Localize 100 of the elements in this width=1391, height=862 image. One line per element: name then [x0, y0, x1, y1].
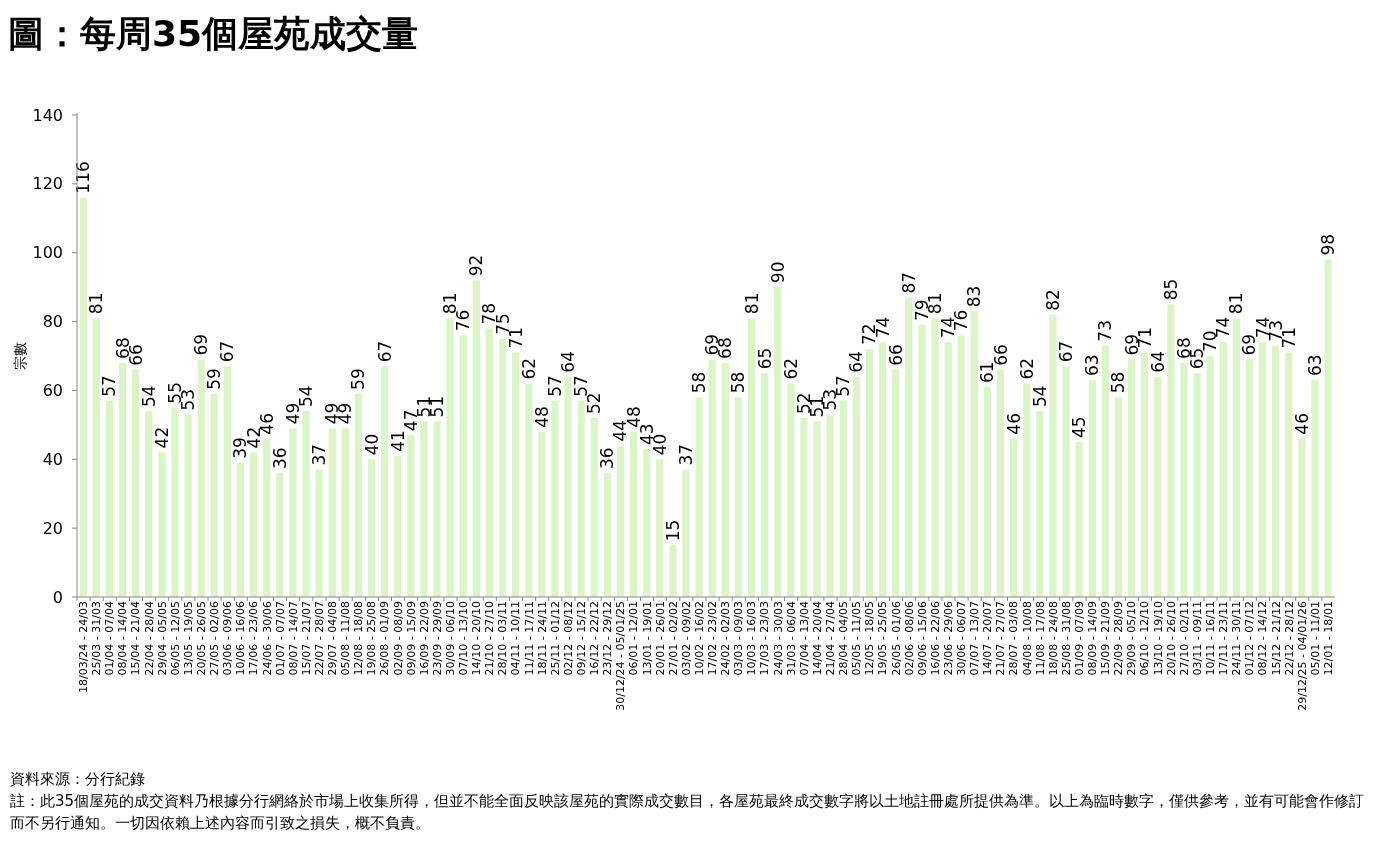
x-tick-label: 13/10 - 19/10	[1151, 601, 1165, 676]
bar	[1180, 362, 1188, 597]
data-label: 54	[138, 385, 159, 408]
bar	[1075, 442, 1083, 597]
bar	[931, 318, 939, 597]
x-tick-label: 09/12 - 15/12	[575, 601, 589, 676]
data-label: 73	[1095, 320, 1116, 342]
data-label: 67	[217, 340, 238, 363]
x-tick-label: 14/07 - 20/07	[981, 601, 995, 676]
bar	[1272, 345, 1280, 597]
bar	[1285, 352, 1293, 597]
x-tick-label: 24/03 - 30/03	[771, 601, 785, 676]
x-tick-label: 30/12/24 - 05/01/25	[614, 601, 628, 711]
bar	[1259, 342, 1267, 597]
x-tick-label: 28/10 - 03/11	[496, 601, 510, 676]
chart-title: 圖：每周35個屋苑成交量	[8, 12, 419, 56]
bar	[1114, 397, 1123, 597]
x-tick-label: 27/05 - 02/06	[208, 601, 222, 676]
x-tick-label: 26/05 - 01/06	[889, 601, 903, 676]
bar	[1206, 356, 1214, 597]
data-label: 54	[1029, 385, 1050, 408]
bar	[643, 448, 651, 597]
bar	[420, 421, 428, 597]
bar	[1010, 438, 1018, 597]
data-label: 57	[544, 375, 565, 397]
x-tick-label: 01/09 - 07/09	[1072, 601, 1086, 676]
x-tick-label: 04/11 - 10/11	[509, 601, 523, 676]
bar	[630, 431, 638, 597]
bar	[774, 287, 782, 597]
x-tick-label: 19/08 - 25/08	[365, 601, 379, 676]
x-tick-label: 18/11 - 24/11	[535, 601, 549, 676]
bar	[446, 318, 454, 597]
data-label: 66	[885, 344, 906, 366]
data-label: 116	[73, 161, 94, 194]
x-tick-label: 20/05 - 26/05	[194, 601, 208, 676]
x-tick-label: 16/06 - 22/06	[928, 601, 942, 676]
x-tick-label: 05/08 - 11/08	[339, 601, 353, 676]
x-tick-label: 16/09 - 22/09	[417, 601, 431, 676]
bar	[1088, 380, 1096, 597]
x-tick-label: 30/06 - 06/07	[955, 601, 969, 676]
x-tick-label: 22/04 - 28/04	[142, 601, 156, 676]
bar	[197, 359, 205, 597]
x-tick-label: 14/04 - 20/04	[810, 601, 824, 676]
bar	[564, 376, 572, 597]
bar	[1232, 318, 1240, 597]
x-tick-label: 10/11 - 16/11	[1204, 601, 1218, 676]
bar	[223, 366, 231, 597]
bar	[236, 462, 245, 597]
data-label: 59	[204, 368, 225, 390]
bar	[669, 545, 677, 597]
x-tick-label: 21/10 - 27/10	[483, 601, 497, 676]
x-tick-label: 12/01 - 18/01	[1321, 601, 1335, 676]
bar	[263, 438, 271, 597]
bar	[761, 373, 769, 597]
source-note: 資料來源：分行紀錄	[10, 769, 146, 790]
x-tick-label: 17/06 - 23/06	[247, 601, 261, 676]
y-tick-label: 120	[32, 174, 63, 194]
data-label: 67	[374, 340, 395, 363]
x-tick-label: 25/11 - 01/12	[548, 601, 562, 676]
data-label: 57	[99, 375, 120, 397]
bar	[734, 397, 743, 597]
x-tick-label: 05/01 - 11/01	[1308, 601, 1322, 676]
bar	[1101, 345, 1109, 597]
data-label: 62	[1016, 357, 1037, 380]
bar	[616, 445, 625, 597]
bar	[970, 311, 978, 597]
bar	[341, 428, 349, 597]
x-tick-label: 17/11 - 23/11	[1217, 601, 1231, 676]
bar	[433, 421, 441, 597]
x-tick-label: 08/09 - 14/09	[1086, 601, 1100, 676]
data-label: 58	[689, 371, 710, 394]
x-tick-label: 08/07 - 14/07	[286, 601, 300, 676]
bar	[210, 393, 218, 597]
x-tick-label: 24/06 - 30/06	[260, 601, 274, 676]
bar	[892, 369, 900, 597]
data-label: 58	[728, 371, 749, 394]
bar	[1298, 438, 1306, 597]
data-label: 90	[767, 261, 788, 284]
bar	[944, 342, 952, 597]
x-tick-label: 25/08 - 31/08	[1059, 601, 1073, 676]
bar	[905, 297, 913, 597]
data-label: 81	[1226, 292, 1247, 315]
x-tick-label: 03/11 - 09/11	[1190, 601, 1204, 676]
x-tick-label: 15/07 - 21/07	[299, 601, 313, 676]
data-label: 85	[1160, 278, 1181, 301]
x-tick-label: 08/12 - 14/12	[1256, 601, 1270, 676]
x-tick-label: 31/03 - 06/04	[784, 601, 798, 676]
x-tick-label: 22/09 - 28/09	[1112, 601, 1126, 676]
y-axis-title: 宗數	[12, 342, 28, 370]
bar	[1245, 359, 1254, 597]
data-label: 41	[387, 430, 408, 452]
bar	[1219, 342, 1227, 597]
x-tick-label: 15/04 - 21/04	[129, 601, 143, 676]
bar	[721, 362, 729, 597]
bar	[695, 397, 703, 597]
bar	[1049, 314, 1057, 597]
data-label: 64	[846, 351, 867, 373]
data-label: 48	[531, 406, 552, 428]
x-tick-label: 22/07 - 28/07	[312, 601, 326, 676]
data-label: 81	[86, 292, 107, 315]
